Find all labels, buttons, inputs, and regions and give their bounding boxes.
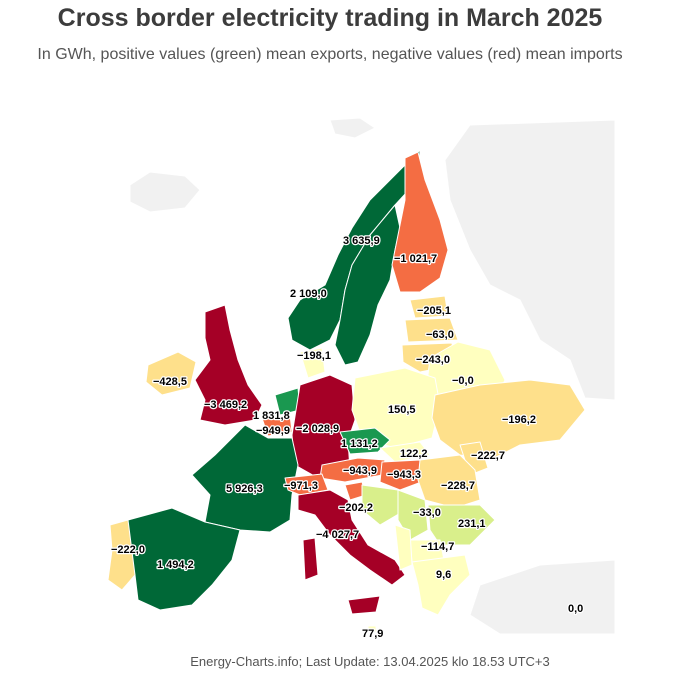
footer-source: Energy-Charts.info; Last Update: 13.04.2…	[190, 654, 550, 669]
label-spain: 1 494,2	[157, 559, 194, 571]
label-ireland: −428,5	[153, 376, 187, 388]
label-belgium: −949,9	[256, 425, 290, 437]
label-latvia: −63,0	[426, 329, 454, 341]
label-austria: −943,9	[343, 465, 377, 477]
estonia-region[interactable]	[409, 295, 449, 319]
label-bulgaria: 231,1	[458, 518, 486, 530]
label-great-britain: −3 469,2	[204, 399, 247, 411]
svalbard-no-data	[329, 117, 376, 139]
sicily-region[interactable]	[347, 595, 381, 615]
iceland-no-data	[129, 171, 201, 213]
ireland-region[interactable]	[145, 351, 197, 396]
label-estonia: −205,1	[417, 305, 451, 317]
label-czechia: 1 131,2	[341, 438, 378, 450]
greece-region[interactable]	[411, 554, 471, 616]
label-romania: −228,7	[441, 480, 475, 492]
czechia-region[interactable]	[339, 427, 391, 455]
label-italy: −4 027,7	[316, 529, 359, 541]
label-finland: −1 021,7	[394, 253, 437, 265]
italy-region[interactable]	[297, 489, 406, 586]
denmark-region[interactable]	[299, 347, 326, 379]
label-hungary: −943,3	[387, 469, 421, 481]
finland-region[interactable]	[391, 151, 449, 293]
label-moldova: −222,7	[471, 450, 505, 462]
map-title: Cross border electricity trading in Marc…	[57, 4, 603, 32]
europe-map: 2 109,0 3 635,9 −1 021,7 −205,1 −63,0 −2…	[107, 117, 616, 640]
russia-no-data	[444, 119, 616, 401]
great-britain-region[interactable]	[194, 304, 263, 426]
malta-region[interactable]	[367, 625, 377, 633]
bulgaria-region[interactable]	[427, 504, 496, 546]
label-poland: 150,5	[388, 404, 416, 416]
label-portugal: −222,0	[111, 544, 145, 556]
map-subtitle: In GWh, positive values (green) mean exp…	[37, 46, 623, 63]
portugal-region[interactable]	[107, 519, 136, 591]
label-belarus: −0,0	[452, 375, 474, 387]
romania-region[interactable]	[417, 454, 481, 509]
sardinia-region[interactable]	[302, 537, 319, 581]
croatia-bosnia-region[interactable]	[361, 484, 403, 526]
label-switzerland: −971,3	[284, 480, 318, 492]
label-france: 5 926,3	[226, 483, 263, 495]
serbia-region[interactable]	[397, 489, 429, 541]
france-region[interactable]	[191, 424, 299, 533]
ukraine-region[interactable]	[431, 379, 586, 461]
label-greece: 9,6	[436, 569, 451, 581]
label-sweden: 3 635,9	[343, 235, 380, 247]
slovakia-region[interactable]	[379, 441, 431, 463]
label-slovakia: 122,2	[400, 448, 428, 460]
label-ukraine: −196,2	[502, 414, 536, 426]
turkey-no-data	[469, 559, 616, 634]
label-norway: 2 109,0	[290, 288, 327, 300]
albania-montenegro-region[interactable]	[394, 524, 413, 571]
label-netherlands: 1 831,8	[253, 410, 290, 422]
latvia-region[interactable]	[404, 317, 459, 343]
label-turkey: 0,0	[568, 603, 583, 615]
label-north-macedonia: −114,7	[421, 541, 454, 553]
label-lithuania: −243,0	[416, 354, 450, 366]
label-germany: −2 028,9	[296, 423, 339, 435]
label-denmark: −198,1	[297, 350, 331, 362]
label-malta: 77,9	[362, 628, 383, 640]
label-slovenia: −202,2	[339, 502, 373, 514]
label-serbia: −33,0	[413, 507, 441, 519]
